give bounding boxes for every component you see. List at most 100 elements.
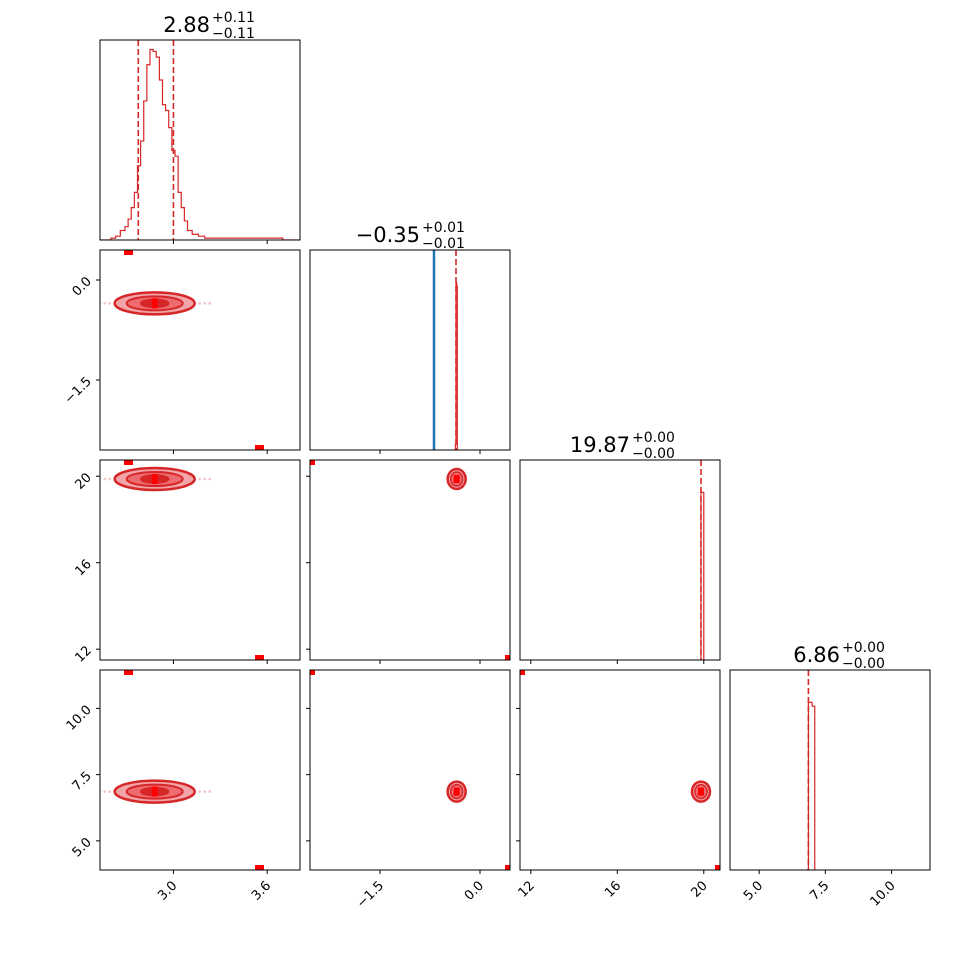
y-tick-label: 0.0 [70,274,95,299]
outlier-marker [255,655,264,660]
panel-frame [309,459,511,661]
outlier-marker [124,670,133,675]
outlier-marker [255,445,264,450]
panel-content [432,250,459,450]
title-plus-3: +0.00 [842,640,885,656]
y-tick-label: 10.0 [64,703,95,734]
title-minus-2: −0.00 [632,446,675,462]
scatter-point [103,477,106,481]
scatter-point [108,790,111,793]
scatter-point [208,477,211,481]
title-value-0: 2.88 [163,13,210,37]
panel-content [100,250,264,450]
x-tick-label: 0.0 [462,878,487,903]
panel-frame [309,249,511,451]
scatter-point [108,302,111,305]
scatter-point [198,302,201,305]
scatter-point [203,477,206,481]
scatter-point [198,790,201,793]
title-value-1: −0.35 [356,223,420,247]
histogram-0 [100,48,300,240]
x-tick-label: 20 [689,878,711,900]
title-value-3: 6.86 [793,643,840,667]
x-tick-label: −1.5 [354,878,387,911]
median-marker [151,298,158,309]
panel-content [100,40,300,240]
outlier-marker [310,460,315,465]
outlier-marker [124,250,133,255]
y-tick-label: 20 [73,470,95,492]
median-marker [453,787,460,796]
panel-content [700,460,705,660]
median-marker [151,474,158,485]
x-tick-label: 16 [602,878,624,900]
histogram-3 [806,701,816,870]
panel-frame [99,39,301,241]
panel-3-3: 6.86 +0.00−0.00 5.0 7.5 10.0 [729,640,931,910]
y-tick-label: −1.5 [62,374,95,407]
title-value-2: 19.87 [570,433,630,457]
panel-2-1 [306,459,511,664]
y-tick-label: 12 [73,643,95,665]
panel-frame [99,249,301,451]
title-2: 19.87 +0.00−0.00 [570,430,675,462]
title-1: −0.35 +0.01−0.01 [356,220,465,252]
panel-content [520,670,720,870]
panel-3-2: 12 16 20 [516,669,721,901]
panel-frame [729,669,931,871]
panel-content [310,670,510,870]
scatter-point [208,790,211,793]
scatter-point [208,302,211,305]
x-tick-label: 7.5 [807,878,832,903]
panel-1-0: −1.5 0.0 [62,249,301,454]
median-marker [453,475,460,484]
median-marker [151,786,158,797]
scatter-point [198,477,201,481]
x-tick-label: 12 [516,878,538,900]
outlier-marker [310,670,315,675]
panel-1-1: −0.35 +0.01−0.01 [309,220,511,454]
outlier-marker [124,460,133,465]
scatter-point [103,790,106,793]
scatter-point [103,302,106,305]
panel-frame [309,669,511,871]
panel-content [100,670,264,870]
scatter-point [203,302,206,305]
outlier-marker [715,865,720,870]
title-minus-3: −0.00 [842,656,885,672]
panel-content [310,460,510,660]
scatter-point [108,477,111,481]
panel-frame [99,669,301,871]
title-plus-1: +0.01 [422,220,465,236]
x-tick-label: 3.0 [155,878,180,903]
x-tick-label: 5.0 [741,878,766,903]
panel-2-0: 12 16 20 [73,459,301,666]
panel-content [806,670,816,870]
panel-content [100,460,264,660]
outlier-marker [255,865,264,870]
title-plus-0: +0.11 [212,10,255,26]
y-tick-label: 16 [73,557,95,579]
scatter-point [203,790,206,793]
panel-3-0: 3.0 3.6 5.0 7.5 10.0 [64,669,301,904]
panel-3-1: −1.5 0.0 [306,669,511,911]
y-tick-label: 7.5 [70,769,95,794]
outlier-marker [505,655,510,660]
panel-2-2: 19.87 +0.00−0.00 [519,430,721,664]
histogram-2 [700,491,705,660]
panel-frame [99,459,301,661]
title-minus-1: −0.01 [422,236,465,252]
panel-frame [519,669,721,871]
median-marker [697,787,704,796]
outlier-marker [520,670,525,675]
x-tick-label: 10.0 [868,878,899,909]
title-3: 6.86 +0.00−0.00 [793,640,885,672]
title-0: 2.88 +0.11−0.11 [163,10,255,42]
title-plus-2: +0.00 [632,430,675,446]
title-minus-0: −0.11 [212,26,255,42]
y-tick-label: 5.0 [70,835,95,860]
x-tick-label: 3.6 [249,878,274,903]
panel-frame [519,459,721,661]
panel-0-0: 2.88 +0.11−0.11 [99,10,301,244]
